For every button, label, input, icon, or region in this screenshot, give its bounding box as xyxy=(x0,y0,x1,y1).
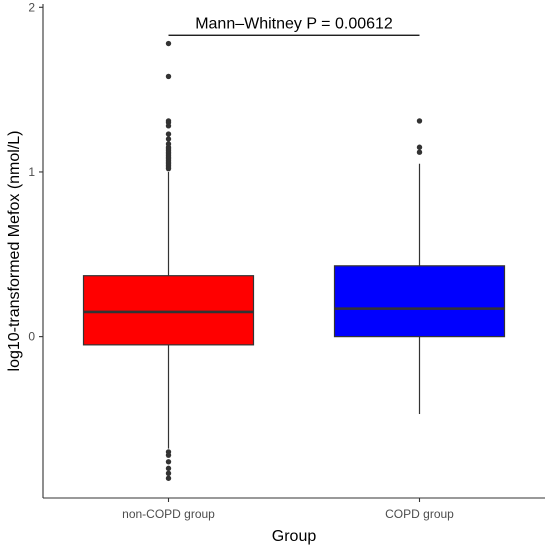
box-group-non-copd-group xyxy=(82,40,255,481)
box-group-copd-group xyxy=(333,118,506,415)
y-axis-title: log10-transformed Mefox (nmol/L) xyxy=(6,131,23,372)
y-tick-label: 0 xyxy=(28,330,35,344)
outlier-point xyxy=(165,141,172,147)
outlier-point xyxy=(165,40,172,47)
outlier-point xyxy=(416,149,423,155)
outlier-point xyxy=(416,144,423,150)
outlier-point xyxy=(165,136,172,142)
x-tick-label: non-COPD group xyxy=(122,507,215,521)
x-axis-title: Group xyxy=(272,528,317,545)
outlier-point xyxy=(165,452,172,458)
outlier-point xyxy=(165,131,172,137)
y-ticks-layer: 0 1 2 xyxy=(28,0,43,344)
box-rect xyxy=(82,275,255,346)
outlier-point xyxy=(165,118,172,124)
outlier-point xyxy=(165,475,172,481)
box-rect xyxy=(333,265,506,338)
outlier-point xyxy=(165,465,172,472)
y-tick-label: 2 xyxy=(28,0,35,14)
boxes-layer xyxy=(82,40,506,481)
annotation-text: Mann–Whitney P = 0.00612 xyxy=(195,15,393,32)
axes-layer xyxy=(42,4,545,499)
x-ticks-layer: non-COPD group COPD group xyxy=(122,498,454,521)
x-tick-label: COPD group xyxy=(385,507,454,521)
outlier-point xyxy=(165,73,172,80)
outlier-point xyxy=(165,470,172,476)
significance-annotation: Mann–Whitney P = 0.00612 xyxy=(168,15,420,36)
outlier-point xyxy=(165,459,172,465)
outlier-point xyxy=(416,118,423,124)
y-tick-label: 1 xyxy=(28,165,35,179)
